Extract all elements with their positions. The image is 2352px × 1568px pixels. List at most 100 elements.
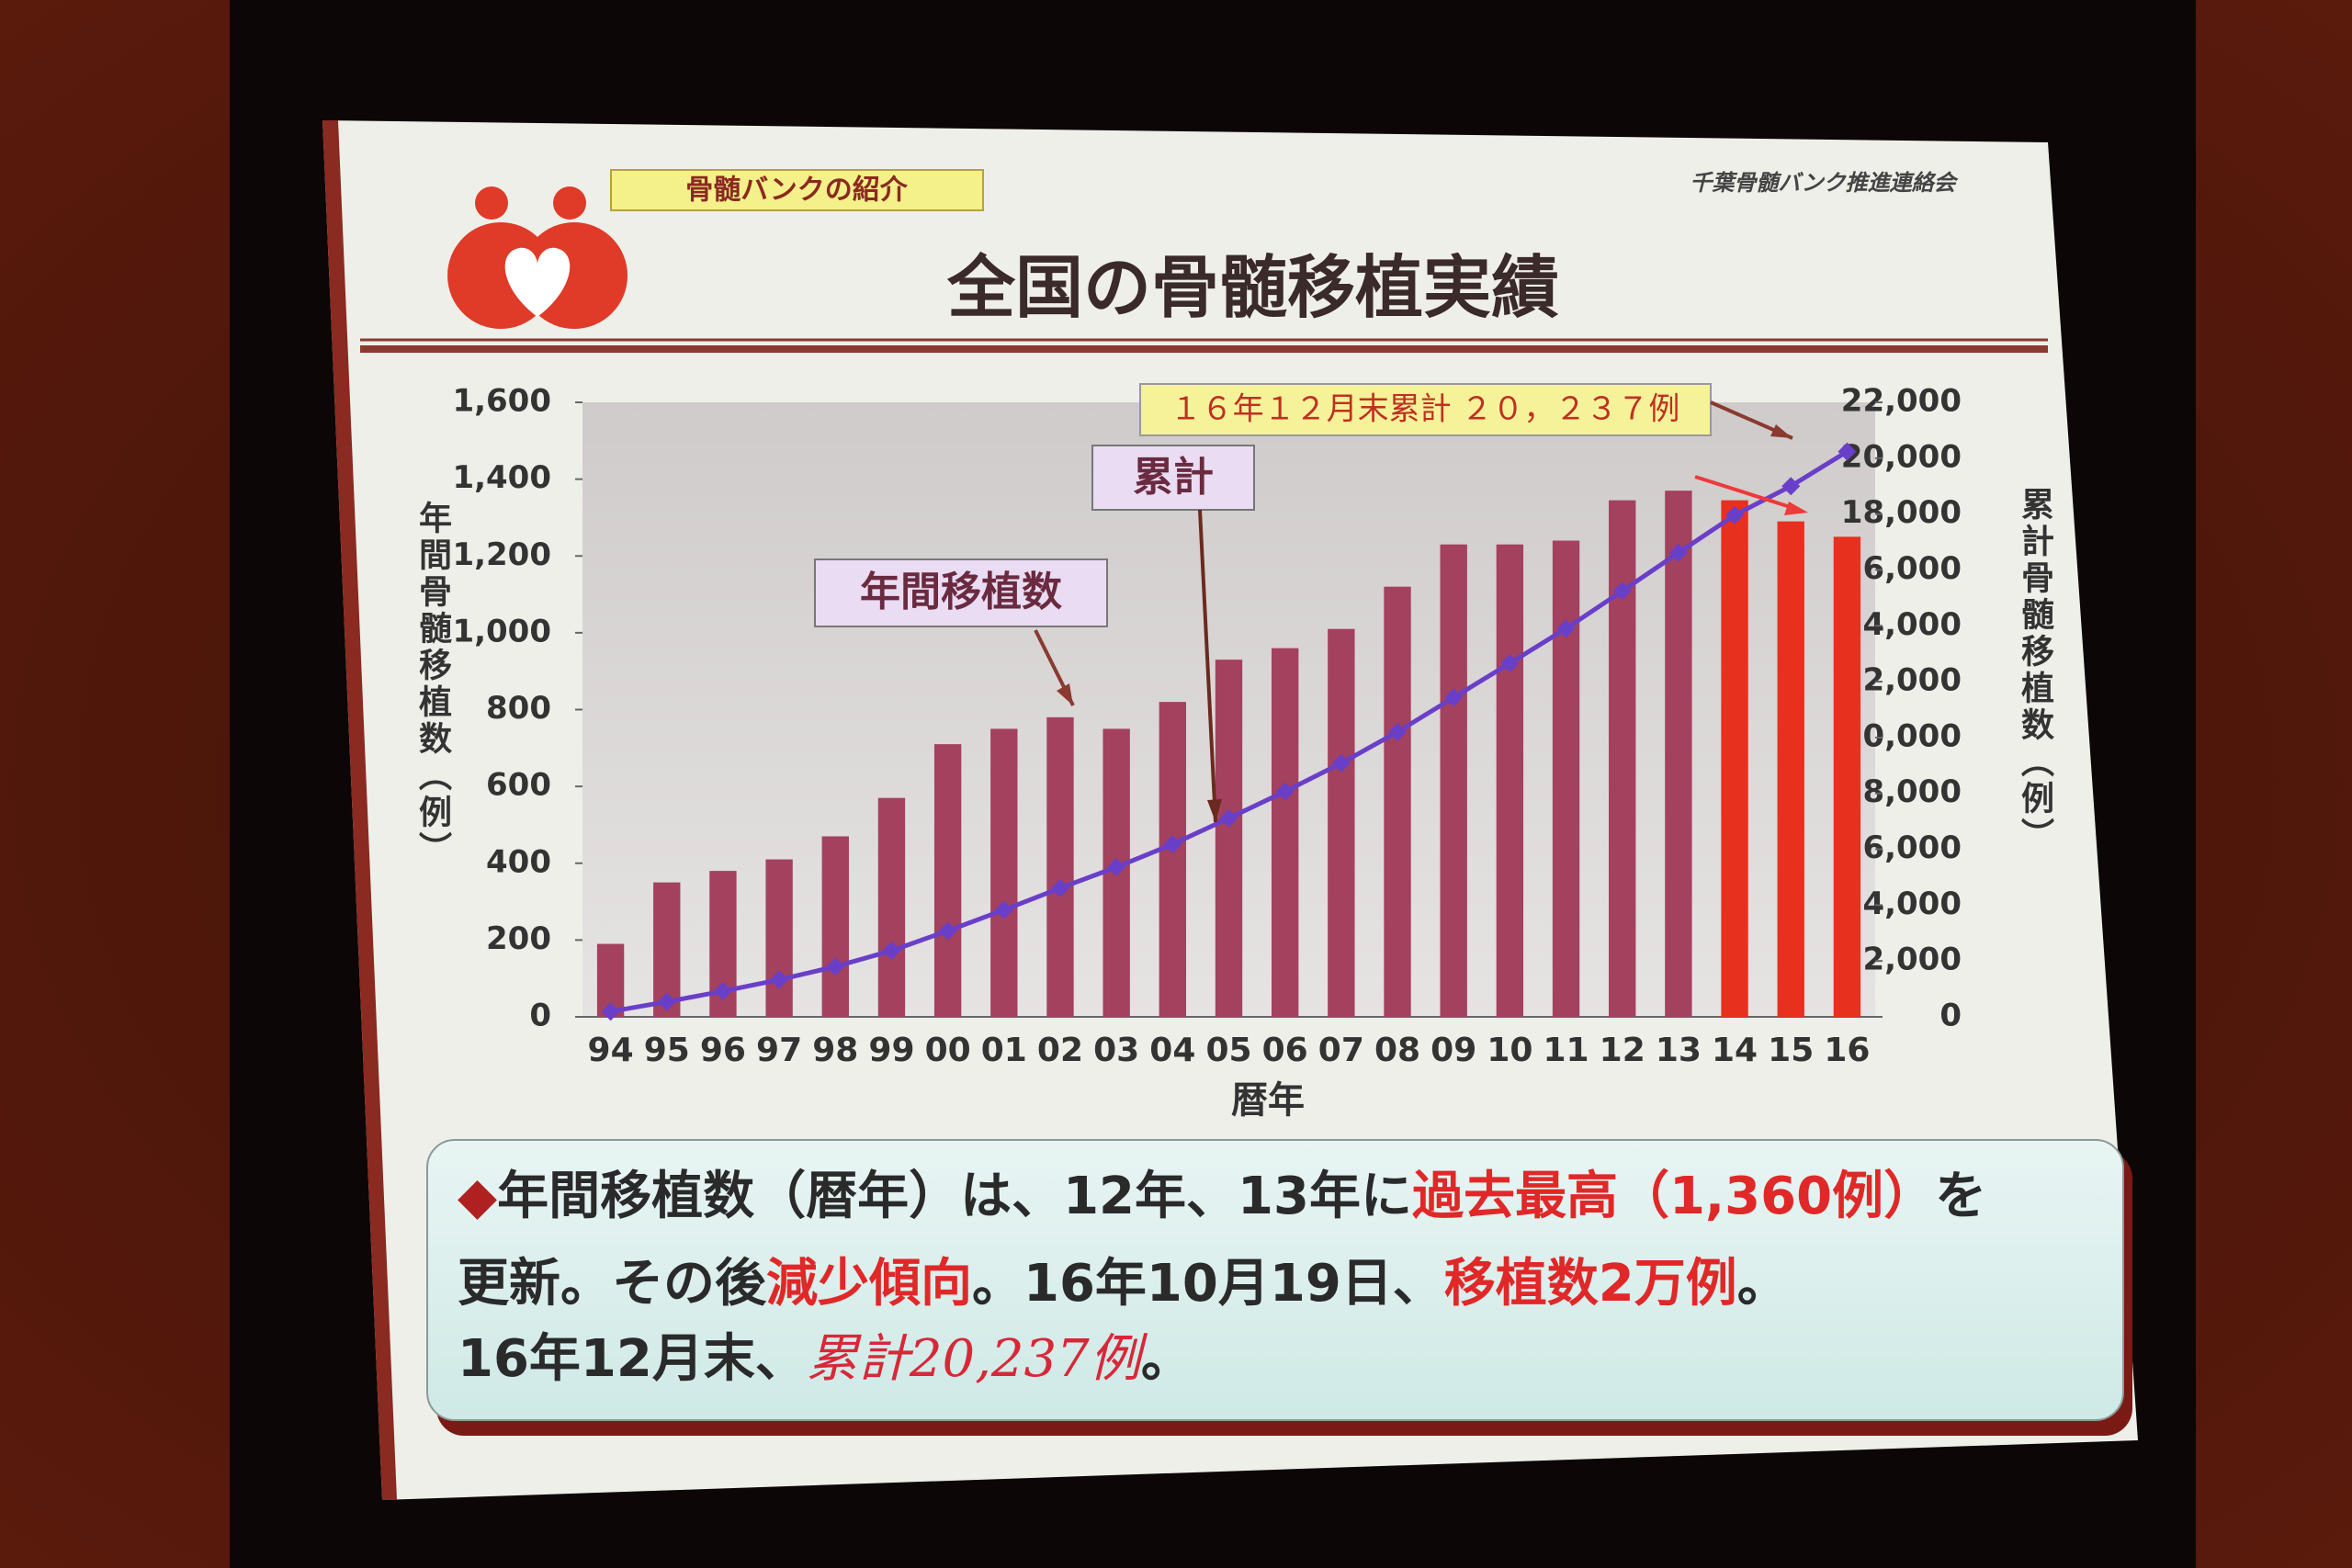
marker (1331, 753, 1351, 773)
annotation-box (814, 558, 1108, 627)
y-tick-label: 400 (486, 843, 551, 880)
chart: 02004006008001,0001,2001,4001,60002,0004… (452, 383, 1962, 1070)
bar (765, 859, 793, 1017)
bar (1496, 544, 1524, 1017)
marker (882, 941, 901, 960)
marker (1668, 543, 1688, 562)
marker (1107, 858, 1126, 877)
bar (1665, 491, 1692, 1017)
summary-text: 年間移植数（暦年）は、12年、13年に (497, 1167, 1412, 1226)
marker (1838, 442, 1857, 461)
y2-tick-label: 4,000 (1862, 886, 1962, 922)
y2-tick-label: 0 (1939, 998, 1962, 1034)
y2-tick-label: 14,000 (1841, 606, 1962, 643)
summary-text: 累計20,237例 (807, 1329, 1148, 1389)
marker (1219, 808, 1238, 828)
annotation: 累計 (1133, 454, 1214, 501)
annotations: 年間移植数 累計 １６年１２月末累計 ２０，２３７例 (814, 383, 1808, 823)
summary-line: 16年12月末、累計20,237例。 (458, 1329, 1193, 1390)
summary: ◆年間移植数（暦年）は、12年、13年に過去最高（1,360例）を更新。その後減… (458, 1167, 1986, 1389)
y2-axis-title: 累計骨髄移植数（例） (2016, 487, 2054, 854)
marker (657, 992, 676, 1011)
summary-text: 減少傾向 (766, 1254, 972, 1314)
bar (933, 744, 962, 1017)
x-tick-label: 00 (925, 1032, 971, 1069)
x-tick-label: 98 (812, 1032, 858, 1069)
tag-box (610, 169, 984, 211)
x-tick-label: 94 (588, 1032, 634, 1069)
y-tick-label: 1,000 (452, 613, 551, 649)
marker (601, 1002, 620, 1021)
x-tick-label: 08 (1374, 1032, 1420, 1069)
bar (990, 728, 1018, 1017)
bar (1609, 500, 1636, 1017)
x-tick-label: 97 (756, 1032, 802, 1069)
x-tick-label: 09 (1430, 1032, 1476, 1069)
marker (1556, 619, 1576, 638)
y2-tick-label: 12,000 (1841, 662, 1962, 699)
tag: 骨髄バンクの紹介 (685, 175, 908, 207)
title: 全国の骨髄移植実績 (946, 249, 1559, 328)
x-tick-label: 02 (1037, 1032, 1083, 1069)
x-tick-label: 10 (1487, 1032, 1532, 1069)
summary-text: 。16年10月19日、 (972, 1254, 1444, 1314)
x-tick-label: 99 (868, 1032, 914, 1069)
x-tick-label: 95 (644, 1032, 690, 1069)
summary-text: 移植数2万例 (1444, 1254, 1737, 1314)
bar (1384, 586, 1411, 1017)
summary-line: 更新。その後減少傾向。16年10月19日、移植数2万例。 (458, 1254, 1789, 1314)
bar (1328, 628, 1355, 1017)
y-tick-label: 1,600 (452, 383, 551, 420)
x-tick-label: 07 (1318, 1032, 1364, 1069)
marker (1388, 722, 1408, 741)
summary-text: ◆ (458, 1167, 497, 1226)
slide-edge (322, 120, 397, 1500)
marker (1163, 835, 1182, 854)
y2-tick-label: 10,000 (1841, 717, 1962, 754)
summary-text: 過去最高（1,360例） (1412, 1167, 1935, 1226)
marker (1781, 477, 1801, 496)
summary-text: を (1935, 1167, 1986, 1226)
x-tick-label: 04 (1149, 1032, 1195, 1069)
annotation: １６年１２月末累計 ２０，２３７例 (1170, 391, 1680, 428)
marker (1725, 505, 1745, 525)
summary-line: ◆年間移植数（暦年）は、12年、13年に過去最高（1,360例）を (458, 1167, 1986, 1226)
annotation-box (1091, 445, 1255, 511)
marker (994, 900, 1013, 919)
bar (1552, 540, 1580, 1017)
y2-tick-label: 22,000 (1841, 383, 1962, 420)
arrow-head (1057, 683, 1073, 705)
bar (1833, 536, 1861, 1017)
marker (713, 982, 732, 1001)
y-tick-label: 0 (529, 998, 551, 1034)
marker (938, 921, 957, 941)
annotation: 年間移植数 (860, 569, 1062, 615)
x-tick-label: 13 (1656, 1032, 1702, 1069)
trend-arrow (1694, 475, 1797, 511)
marker (1612, 581, 1632, 601)
x-tick-label: 01 (981, 1032, 1027, 1069)
y2-tick-label: 6,000 (1862, 829, 1962, 866)
summary-text: 。 (1141, 1329, 1193, 1389)
marker (1444, 688, 1464, 707)
y2-tick-label: 16,000 (1841, 550, 1962, 587)
marker (1500, 654, 1520, 673)
x-tick-label: 05 (1205, 1032, 1251, 1069)
y2-tick-label: 20,000 (1841, 438, 1962, 475)
y2-tick-label: 8,000 (1862, 773, 1962, 810)
y-axis-title: 年間骨髄移植数（例） (413, 501, 452, 868)
bar (1440, 544, 1467, 1017)
y2-tick-label: 2,000 (1862, 942, 1962, 978)
arrow-head (1784, 502, 1808, 515)
logo (447, 186, 628, 329)
bar (1215, 660, 1243, 1017)
x-tick-label: 16 (1824, 1032, 1870, 1069)
y-tick-label: 1,200 (452, 536, 551, 573)
x-tick-label: 12 (1600, 1032, 1645, 1069)
x-tick-label: 11 (1543, 1032, 1589, 1069)
y-tick-label: 800 (486, 690, 551, 727)
y-tick-label: 600 (486, 767, 551, 804)
x-axis-title: 暦年 (1231, 1079, 1305, 1122)
y-tick-label: 1,400 (452, 459, 551, 496)
